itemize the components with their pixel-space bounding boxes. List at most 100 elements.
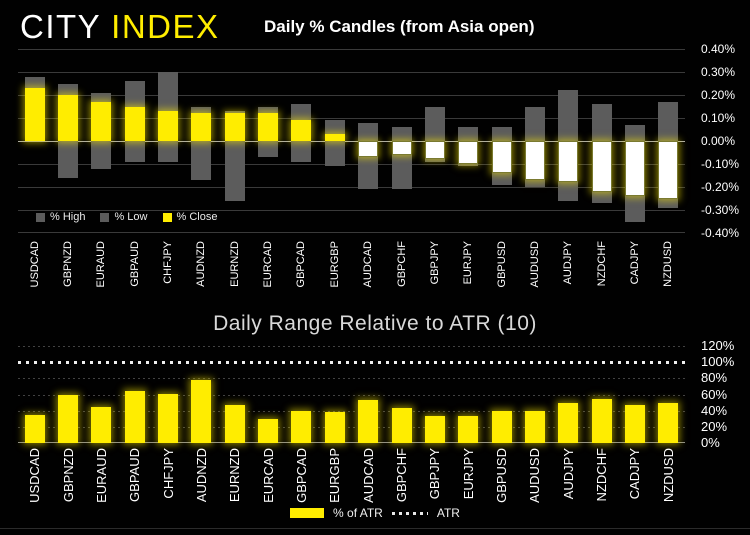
gridline bbox=[18, 72, 685, 73]
atr-bar bbox=[358, 400, 379, 443]
atr-legend: % of ATR ATR bbox=[0, 506, 750, 520]
gridline-dotted bbox=[18, 394, 685, 396]
ytick-label: 0.40% bbox=[701, 42, 736, 56]
atr-dotted-line-icon bbox=[391, 511, 428, 515]
candles-plot-area bbox=[18, 49, 685, 233]
candle-close-bar bbox=[424, 141, 445, 160]
pair-label: GBPAUD bbox=[127, 448, 143, 502]
pair-label-slot: EURJPY bbox=[452, 241, 485, 303]
pair-label: EURCAD bbox=[262, 241, 275, 288]
legend-item-low: % Low bbox=[100, 211, 148, 223]
pair-label-slot: AUDCAD bbox=[352, 241, 385, 303]
pair-label-slot: AUDCAD bbox=[352, 448, 385, 510]
ytick-label: -0.30% bbox=[701, 203, 740, 217]
candle-close-bar bbox=[658, 141, 679, 199]
pair-label: GBPNZD bbox=[62, 241, 75, 287]
ytick-label: 60% bbox=[701, 386, 728, 402]
pair-label-slot: AUDJPY bbox=[552, 448, 585, 510]
pair-label: USDCAD bbox=[28, 241, 41, 288]
atr-bar bbox=[624, 405, 645, 443]
candle-close-bar bbox=[158, 111, 179, 141]
candle-close-bar bbox=[324, 134, 345, 141]
atr-bar bbox=[658, 402, 679, 443]
pair-label-slot: EURCAD bbox=[251, 241, 284, 303]
pair-label-slot: NZDCHF bbox=[585, 448, 618, 510]
atr-plot-area bbox=[18, 346, 685, 443]
pair-label-slot: NZDUSD bbox=[652, 241, 685, 303]
pair-label: EURJPY bbox=[462, 241, 475, 285]
atr-bar bbox=[258, 418, 279, 443]
pair-label: GBPCHF bbox=[395, 241, 408, 287]
candle-high-bar bbox=[658, 101, 679, 141]
gridline bbox=[18, 164, 685, 165]
pair-label: USDCAD bbox=[27, 448, 43, 503]
gridline-dotted bbox=[18, 346, 685, 347]
pair-label-slot: EURJPY bbox=[452, 448, 485, 510]
pair-label-slot: GBPNZD bbox=[51, 241, 84, 303]
legend-high-label: % High bbox=[50, 211, 86, 223]
pair-label-slot: CHFJPY bbox=[151, 241, 184, 303]
candle-close-bar bbox=[624, 141, 645, 197]
pair-label: EURNZD bbox=[227, 448, 243, 503]
ytick-label: -0.40% bbox=[701, 226, 740, 240]
pair-label-slot: EURNZD bbox=[218, 448, 251, 510]
pair-label: CHFJPY bbox=[162, 241, 175, 284]
pair-label: NZDUSD bbox=[660, 448, 676, 503]
candle-low-bar bbox=[91, 141, 112, 169]
pair-label-slot: AUDUSD bbox=[518, 241, 551, 303]
candle-close-bar bbox=[258, 113, 279, 141]
candle-high-bar bbox=[591, 104, 612, 141]
atr-bar bbox=[58, 394, 79, 443]
pair-label: EURJPY bbox=[460, 448, 476, 500]
atr-chart-title: Daily Range Relative to ATR (10) bbox=[213, 312, 537, 335]
pair-label-slot: AUDUSD bbox=[518, 448, 551, 510]
atr-bar bbox=[224, 405, 245, 443]
pair-label: AUDNZD bbox=[193, 448, 209, 503]
candle-high-bar bbox=[391, 127, 412, 141]
bottom-divider bbox=[0, 528, 750, 529]
gridline-dotted bbox=[18, 410, 685, 412]
legend-atr-label: ATR bbox=[436, 506, 460, 520]
legend-item-close: % Close bbox=[162, 211, 217, 223]
pair-label-slot: GBPUSD bbox=[485, 241, 518, 303]
legend-item-high: % High bbox=[36, 211, 85, 223]
candle-high-bar bbox=[424, 106, 445, 141]
baseline-axis bbox=[18, 442, 685, 443]
logo-index-text: INDEX bbox=[111, 8, 220, 45]
gridline bbox=[18, 232, 685, 233]
candle-low-bar bbox=[158, 141, 179, 162]
pair-label-slot: EURAUD bbox=[85, 448, 118, 510]
pair-label-slot: EURNZD bbox=[218, 241, 251, 303]
pair-label-slot: EURCAD bbox=[251, 448, 284, 510]
ytick-label: 0.30% bbox=[701, 65, 736, 79]
atr-bar bbox=[591, 398, 612, 443]
candle-high-bar bbox=[358, 122, 379, 141]
atr-bar-swatch-icon bbox=[290, 508, 325, 518]
pair-label: EURAUD bbox=[93, 448, 109, 503]
pair-label-slot: GBPNZD bbox=[51, 448, 84, 510]
gridline bbox=[18, 49, 685, 50]
atr-xaxis: USDCAD GBPNZD EURAUD GBPAUD CHFJPY AUDNZD EURN… bbox=[18, 448, 685, 510]
pair-label-slot: GBPJPY bbox=[418, 241, 451, 303]
candle-close-bar bbox=[491, 141, 512, 174]
atr-bar bbox=[158, 393, 179, 443]
gridline-dotted bbox=[18, 426, 685, 428]
pair-label-slot: EURGBP bbox=[318, 448, 351, 510]
atr-bar bbox=[491, 410, 512, 443]
candle-close-bar bbox=[358, 141, 379, 158]
pair-label-slot: GBPCAD bbox=[285, 448, 318, 510]
atr-bar bbox=[458, 415, 479, 443]
ytick-label: 40% bbox=[701, 402, 728, 418]
candle-close-bar bbox=[591, 141, 612, 192]
pair-label: GBPCAD bbox=[295, 241, 308, 288]
candles-legend: % High % Low % Close bbox=[36, 211, 217, 223]
pair-label: AUDJPY bbox=[560, 448, 576, 500]
candle-close-bar bbox=[458, 141, 479, 164]
pair-label-slot: GBPCHF bbox=[385, 241, 418, 303]
ytick-label: 20% bbox=[701, 418, 728, 434]
candle-low-bar bbox=[191, 141, 212, 181]
pair-label: AUDUSD bbox=[528, 241, 541, 288]
candle-high-bar bbox=[558, 90, 579, 141]
pair-label: NZDUSD bbox=[662, 241, 675, 287]
candle-low-bar bbox=[258, 141, 279, 158]
